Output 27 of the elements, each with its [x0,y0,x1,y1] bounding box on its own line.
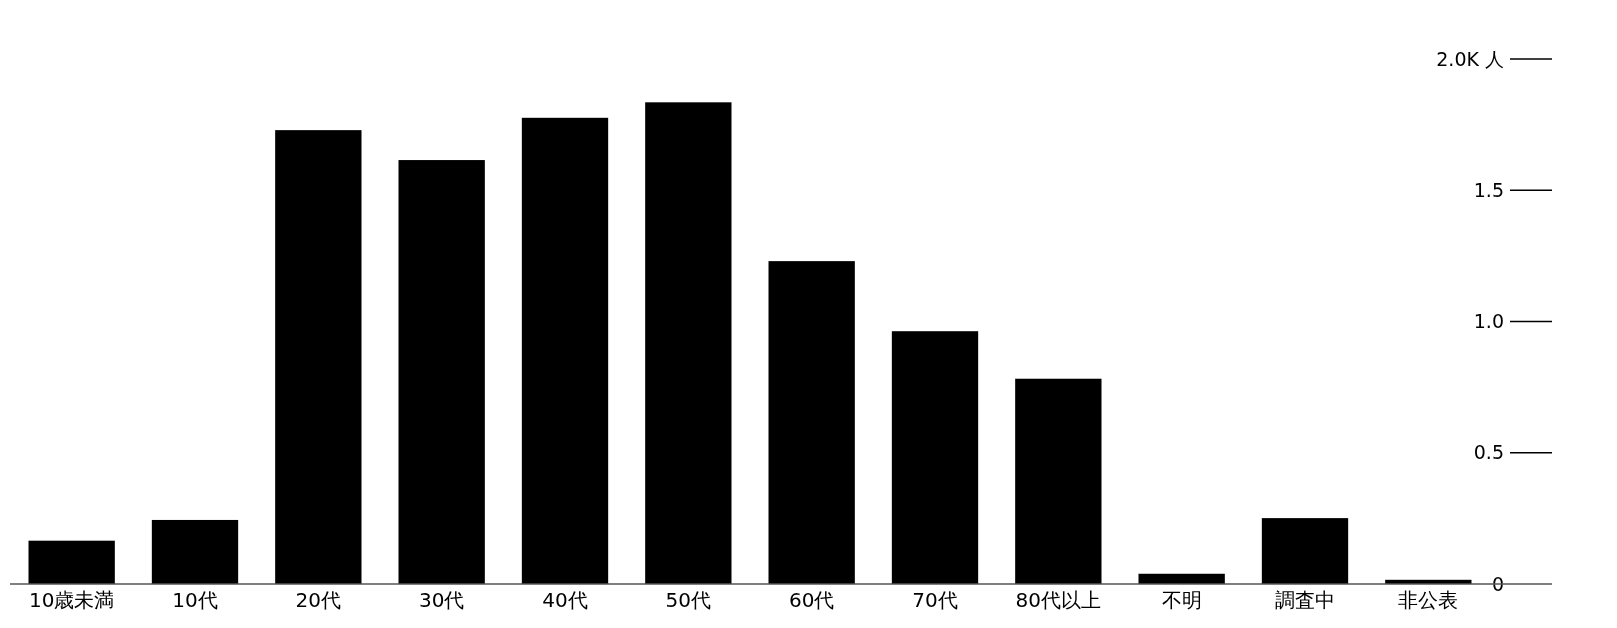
y-tick-label: 2.0K 人 [1436,47,1504,70]
x-tick-label: 50代 [665,588,712,612]
x-tick-label: 10歳未満 [28,588,115,612]
bar [1015,378,1102,584]
x-tick-label: 非公表 [1398,588,1459,612]
x-tick-label: 20代 [295,588,342,612]
bar [1261,518,1349,584]
bar [891,331,979,584]
y-tick-label: 0.5 [1473,441,1504,464]
y-tick-label: 1.5 [1473,178,1504,201]
y-tick-label: 1.0 [1473,310,1504,333]
bar [151,519,239,584]
x-tick-label: 不明 [1161,588,1202,612]
x-tick-label: 60代 [788,588,835,612]
x-tick-label: 調査中 [1275,588,1335,612]
x-tick-label: 70代 [912,588,958,612]
x-tick-label: 30代 [418,588,465,612]
x-tick-label: 40代 [542,588,588,612]
bar [521,117,609,584]
x-tick-label: 80代以上 [1015,588,1102,612]
x-tick-label: 10代 [172,588,218,612]
y-tick-label: 0 [1491,572,1504,595]
bar [768,261,855,584]
bar [28,540,115,584]
bar [645,102,732,584]
bar [275,130,362,584]
bar [398,160,485,584]
